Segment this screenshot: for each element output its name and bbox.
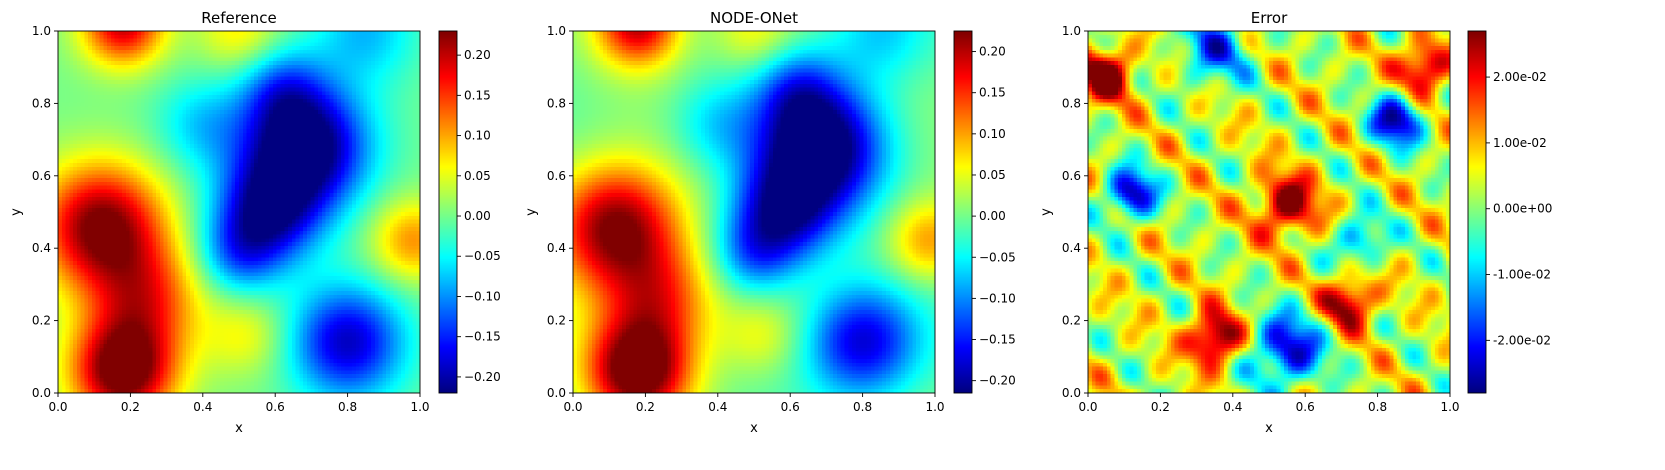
colorbar-tick-label: -1.00e-02 bbox=[1493, 268, 1551, 282]
y-tick-label: 0.8 bbox=[1062, 96, 1081, 110]
colorbar-tick-label: −0.05 bbox=[464, 249, 501, 263]
colorbar-gradient bbox=[439, 31, 457, 393]
x-tick-label: 0.4 bbox=[193, 400, 212, 414]
heatmap-image bbox=[58, 31, 420, 393]
y-tick-label: 0.4 bbox=[32, 241, 51, 255]
colorbar-tick-label: −0.20 bbox=[979, 374, 1016, 388]
colorbar-tick-label: −0.15 bbox=[464, 330, 501, 344]
plot-panel-1: Reference 0.0 0.2 0.4 0.6 0.8 1.0 0.0 0.2 0.4 0.6 0… bbox=[9, 9, 501, 436]
y-tick-label: 0.0 bbox=[32, 386, 51, 400]
x-tick-label: 0.0 bbox=[563, 400, 582, 414]
y-tick-label: 1.0 bbox=[32, 24, 51, 38]
x-tick-label: 0.4 bbox=[708, 400, 727, 414]
chart-title: Error bbox=[1251, 9, 1288, 27]
x-tick-label: 0.2 bbox=[636, 400, 655, 414]
colorbar-tick-label: −0.10 bbox=[464, 289, 501, 303]
x-tick-label: 0.2 bbox=[121, 400, 140, 414]
colorbar-tick-label: 0.00e+00 bbox=[1493, 202, 1552, 216]
colorbar-tick-label: 0.15 bbox=[464, 88, 491, 102]
x-tick-label: 0.8 bbox=[1368, 400, 1387, 414]
plot-panel-3: Error 0.0 0.2 0.4 0.6 0.8 1.0 0.0 0.2 0.4 0.6 0.8 1.… bbox=[1039, 9, 1552, 436]
colorbar-tick-label: −0.05 bbox=[979, 250, 1016, 264]
chart-title: NODE-ONet bbox=[710, 9, 798, 27]
axes-frame bbox=[57, 30, 421, 394]
colorbar-tick-label: -2.00e-02 bbox=[1493, 333, 1551, 347]
y-tick-label: 0.2 bbox=[1062, 314, 1081, 328]
colorbar-tick-label: 0.05 bbox=[979, 168, 1006, 182]
plot-panel-2: NODE-ONet 0.0 0.2 0.4 0.6 0.8 1.0 0.0 0.2 0.4 0.6 0… bbox=[524, 9, 1016, 436]
colorbar-tick-label: 2.00e-02 bbox=[1493, 70, 1547, 84]
x-tick-label: 0.6 bbox=[781, 400, 800, 414]
x-tick-label: 0.0 bbox=[1078, 400, 1097, 414]
colorbar-tick-label: 0.00 bbox=[979, 209, 1006, 223]
colorbar-frame bbox=[438, 30, 458, 394]
colorbar-tick-label: 0.20 bbox=[979, 45, 1006, 59]
colorbar-tick-label: 0.20 bbox=[464, 48, 491, 62]
y-tick-label: 0.6 bbox=[1062, 169, 1081, 183]
colorbar-tick-label: 0.10 bbox=[464, 129, 491, 143]
y-axis-label: y bbox=[9, 208, 24, 216]
colorbar-tick-label: 0.00 bbox=[464, 209, 491, 223]
x-tick-label: 0.8 bbox=[338, 400, 357, 414]
x-tick-label: 1.0 bbox=[925, 400, 944, 414]
chart-title: Reference bbox=[201, 9, 277, 27]
colorbar-tick-label: 0.10 bbox=[979, 127, 1006, 141]
y-tick-label: 0.8 bbox=[32, 96, 51, 110]
y-tick-label: 1.0 bbox=[1062, 24, 1081, 38]
x-tick-label: 0.6 bbox=[266, 400, 285, 414]
x-tick-label: 0.0 bbox=[48, 400, 67, 414]
colorbar-tick-label: −0.10 bbox=[979, 291, 1016, 305]
colorbar-tick-label: 0.15 bbox=[979, 86, 1006, 100]
y-tick-label: 1.0 bbox=[547, 24, 566, 38]
colorbar-tick-label: 0.05 bbox=[464, 169, 491, 183]
y-axis-label: y bbox=[1039, 208, 1054, 216]
axes-frame bbox=[1087, 30, 1451, 394]
x-tick-label: 0.4 bbox=[1223, 400, 1242, 414]
heatmap-image bbox=[1088, 31, 1450, 393]
x-tick-label: 1.0 bbox=[1440, 400, 1459, 414]
colorbar-frame bbox=[953, 30, 973, 394]
x-tick-label: 0.6 bbox=[1296, 400, 1315, 414]
y-tick-label: 0.4 bbox=[547, 241, 566, 255]
y-tick-label: 0.6 bbox=[32, 169, 51, 183]
y-tick-label: 0.2 bbox=[32, 314, 51, 328]
x-axis-label: x bbox=[235, 421, 243, 436]
x-axis-label: x bbox=[750, 421, 758, 436]
x-tick-label: 0.2 bbox=[1151, 400, 1170, 414]
x-tick-label: 1.0 bbox=[410, 400, 429, 414]
axes-frame bbox=[572, 30, 936, 394]
heatmap-image bbox=[573, 31, 935, 393]
x-axis-label: x bbox=[1265, 421, 1273, 436]
colorbar-gradient bbox=[1468, 31, 1486, 393]
colorbar-gradient bbox=[954, 31, 972, 393]
y-tick-label: 0.0 bbox=[1062, 386, 1081, 400]
y-tick-label: 0.4 bbox=[1062, 241, 1081, 255]
x-tick-label: 0.8 bbox=[853, 400, 872, 414]
y-tick-label: 0.8 bbox=[547, 96, 566, 110]
colorbar-frame bbox=[1467, 30, 1487, 394]
colorbar-tick-label: −0.20 bbox=[464, 370, 501, 384]
colorbar-tick-label: −0.15 bbox=[979, 333, 1016, 347]
y-tick-label: 0.6 bbox=[547, 169, 566, 183]
y-tick-label: 0.0 bbox=[547, 386, 566, 400]
y-axis-label: y bbox=[524, 208, 539, 216]
y-tick-label: 0.2 bbox=[547, 314, 566, 328]
colorbar-tick-label: 1.00e-02 bbox=[1493, 136, 1547, 150]
